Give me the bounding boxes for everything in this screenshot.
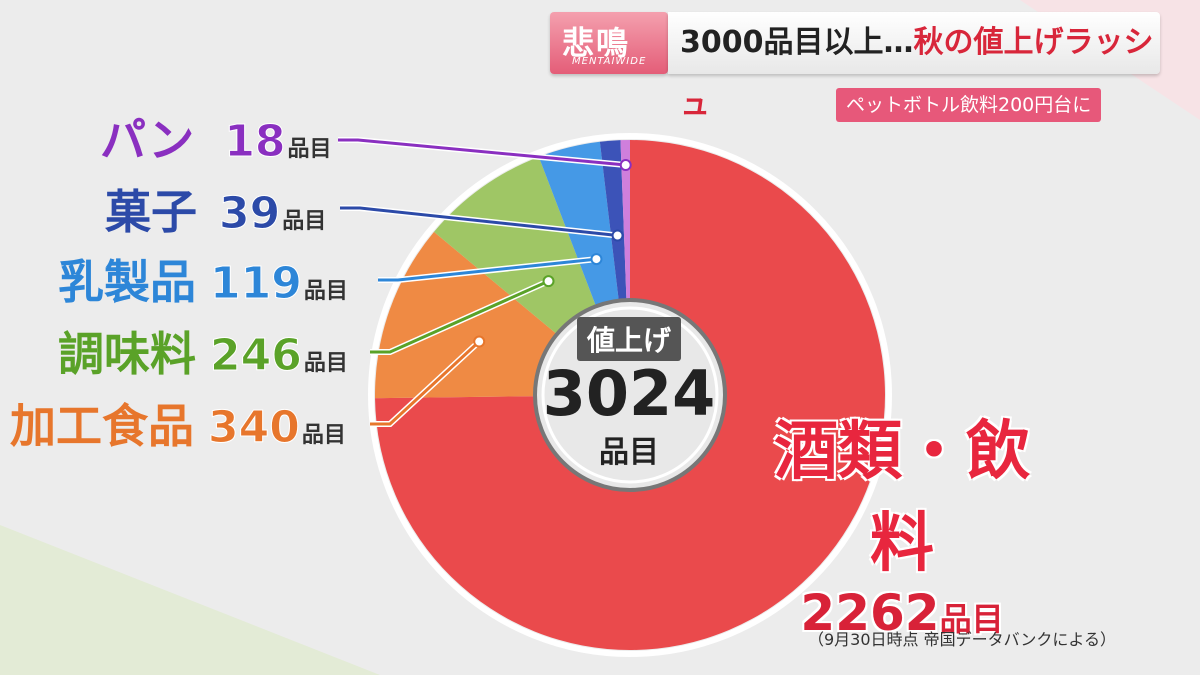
label-kashi-num: 39: [218, 188, 281, 240]
leader-line-1: [340, 206, 618, 237]
label-nyuseihin-unit: 品目: [303, 279, 348, 304]
label-pan-unit: 品目: [287, 137, 332, 162]
leader-line-2: [378, 257, 597, 282]
headline-part1: 3000品目以上…: [680, 25, 914, 60]
sub-headline: ペットボトル飲料200円台に: [836, 88, 1102, 122]
leader-line-0: [338, 138, 626, 167]
leader-line-3: [370, 279, 550, 354]
pie-outer-ring: [368, 133, 892, 657]
label-sake: 酒類・飲料 2262品目: [752, 400, 1052, 642]
leader-line-4: [370, 340, 481, 426]
label-kakou-name: 加工食品: [10, 399, 194, 453]
headline-part2: 秋の値上げラッシュ: [680, 25, 1154, 122]
label-sake-num: 2262: [800, 584, 940, 642]
center-total-num: 3024: [542, 357, 716, 430]
leader-dot-0: [619, 159, 632, 172]
label-pan: パン 18品目: [100, 104, 332, 170]
label-choumiryou-name: 調味料: [58, 327, 196, 381]
leader-dot-2: [590, 253, 603, 266]
label-kashi: 菓子 39品目: [105, 176, 326, 242]
label-nyuseihin: 乳製品 119品目: [58, 246, 348, 312]
program-name: MENTAIWIDE: [572, 56, 647, 67]
leader-dot-1: [611, 229, 624, 242]
label-pan-num: 18: [224, 116, 286, 168]
program-tag: 悲鳴 MENTAIWIDE: [550, 12, 668, 74]
header-banner: 悲鳴 MENTAIWIDE 3000品目以上…秋の値上げラッシュ: [550, 12, 1160, 122]
corner-decoration-bottom-left: [0, 525, 380, 675]
program-tag-title: 悲鳴: [562, 24, 631, 62]
label-sake-unit: 品目: [939, 600, 1004, 638]
label-sake-name: 酒類・飲料: [774, 415, 1030, 581]
pie-center-inner-ring: [541, 306, 719, 484]
source-note: （9月30日時点 帝国データバンクによる）: [808, 630, 1116, 649]
label-kakou-num: 340: [208, 402, 301, 454]
label-kakou: 加工食品 340品目: [10, 390, 346, 456]
leader-dot-4: [473, 335, 486, 348]
center-total-unit: 品目: [599, 435, 659, 470]
label-kashi-name: 菓子: [105, 185, 197, 239]
label-choumiryou: 調味料 246品目: [58, 318, 348, 384]
label-pan-name: パン: [100, 113, 195, 167]
center-total: 値上げ 3024 品目: [540, 317, 718, 471]
label-kashi-unit: 品目: [282, 209, 327, 234]
label-nyuseihin-num: 119: [210, 258, 303, 310]
headline: 3000品目以上…秋の値上げラッシュ: [668, 12, 1160, 122]
center-total-tag: 値上げ: [576, 317, 681, 361]
label-choumiryou-unit: 品目: [303, 351, 348, 376]
label-choumiryou-num: 246: [210, 330, 303, 382]
leader-dot-3: [542, 275, 555, 288]
label-nyuseihin-name: 乳製品: [58, 255, 196, 309]
label-kakou-unit: 品目: [301, 423, 346, 448]
